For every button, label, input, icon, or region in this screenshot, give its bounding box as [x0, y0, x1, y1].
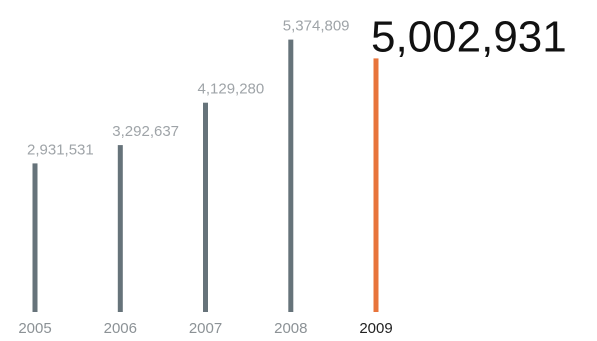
value-label-2009: 5,002,931: [371, 12, 567, 61]
tick-label-2009: 2009: [359, 320, 392, 337]
value-labels-group: 2,931,531 3,292,637 4,129,280 5,374,809 5,00…: [27, 12, 567, 158]
tick-label-2007: 2007: [189, 320, 222, 337]
value-label-2005: 2,931,531: [27, 141, 94, 158]
bar-2009: [373, 58, 379, 313]
tick-labels-group: 2005 2006 2007 2008 2009: [18, 320, 392, 337]
bars-group: [32, 39, 379, 313]
value-label-2006: 3,292,637: [112, 123, 179, 140]
bar-2005: [32, 163, 38, 312]
tick-label-2005: 2005: [18, 320, 51, 337]
tick-label-2008: 2008: [274, 320, 307, 337]
bar-2008: [288, 39, 294, 312]
value-label-2008: 5,374,809: [283, 18, 350, 35]
tick-label-2006: 2006: [104, 320, 137, 337]
bar-2007: [203, 102, 208, 312]
bar-2006: [117, 145, 123, 312]
value-label-2007: 4,129,280: [198, 81, 265, 98]
